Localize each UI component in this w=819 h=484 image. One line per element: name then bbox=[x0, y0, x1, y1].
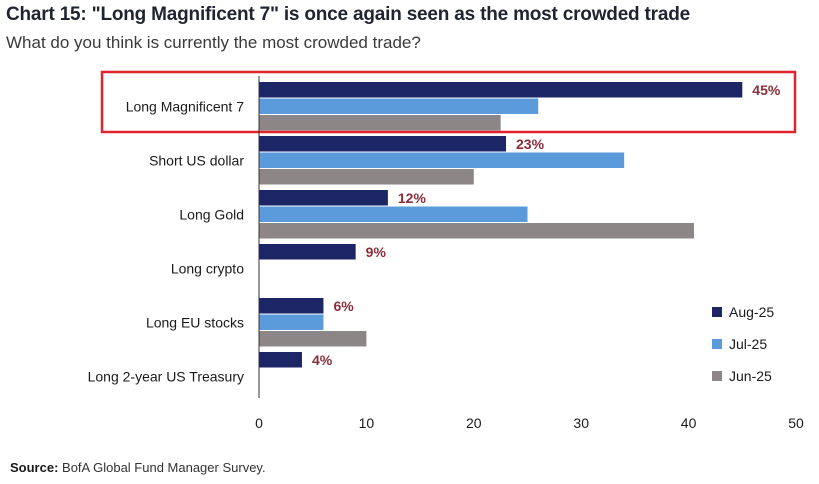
data-label: 12% bbox=[398, 190, 427, 206]
bar-aug-25-2 bbox=[259, 190, 388, 206]
source-note: Source: BofA Global Fund Manager Survey. bbox=[10, 460, 266, 475]
category-label: Short US dollar bbox=[149, 152, 244, 168]
bar-aug-25-4 bbox=[259, 298, 324, 314]
x-tick-label: 10 bbox=[359, 415, 375, 431]
x-tick-label: 40 bbox=[681, 415, 697, 431]
bar-jul-25-1 bbox=[259, 152, 625, 168]
legend-swatch bbox=[712, 339, 722, 349]
data-label: 9% bbox=[366, 244, 387, 260]
legend-swatch bbox=[712, 371, 722, 381]
bar-jul-25-0 bbox=[259, 98, 539, 114]
bar-aug-25-0 bbox=[259, 82, 743, 98]
data-label: 6% bbox=[333, 298, 354, 314]
legend-swatch bbox=[712, 307, 722, 317]
category-label: Long Gold bbox=[179, 206, 244, 222]
x-tick-label: 0 bbox=[255, 415, 263, 431]
x-tick-label: 50 bbox=[788, 415, 804, 431]
x-tick-label: 30 bbox=[573, 415, 589, 431]
bar-jun-25-4 bbox=[259, 331, 367, 347]
legend-label: Jul-25 bbox=[729, 336, 767, 352]
x-tick-label: 20 bbox=[466, 415, 482, 431]
data-label: 23% bbox=[516, 136, 545, 152]
chart-subtitle: What do you think is currently the most … bbox=[6, 33, 421, 52]
category-label: Long EU stocks bbox=[146, 314, 244, 330]
bar-aug-25-5 bbox=[259, 352, 302, 368]
data-label: 45% bbox=[752, 82, 781, 98]
highlight-box bbox=[100, 70, 797, 134]
source-label: Source: bbox=[10, 460, 59, 475]
data-label: 4% bbox=[312, 352, 333, 368]
category-label: Long Magnificent 7 bbox=[126, 98, 245, 114]
bar-aug-25-3 bbox=[259, 244, 356, 260]
bar-aug-25-1 bbox=[259, 136, 507, 152]
bar-jun-25-2 bbox=[259, 223, 694, 239]
bar-jun-25-1 bbox=[259, 169, 474, 185]
legend-label: Aug-25 bbox=[729, 304, 774, 320]
chart-title: Chart 15: "Long Magnificent 7" is once a… bbox=[6, 4, 691, 25]
bar-jul-25-2 bbox=[259, 206, 528, 222]
bar-jul-25-4 bbox=[259, 314, 324, 330]
legend-label: Jun-25 bbox=[729, 368, 772, 384]
category-label: Long crypto bbox=[171, 260, 244, 276]
source-text: BofA Global Fund Manager Survey. bbox=[62, 460, 266, 475]
category-label: Long 2-year US Treasury bbox=[88, 368, 244, 384]
bar-jun-25-0 bbox=[259, 115, 501, 131]
